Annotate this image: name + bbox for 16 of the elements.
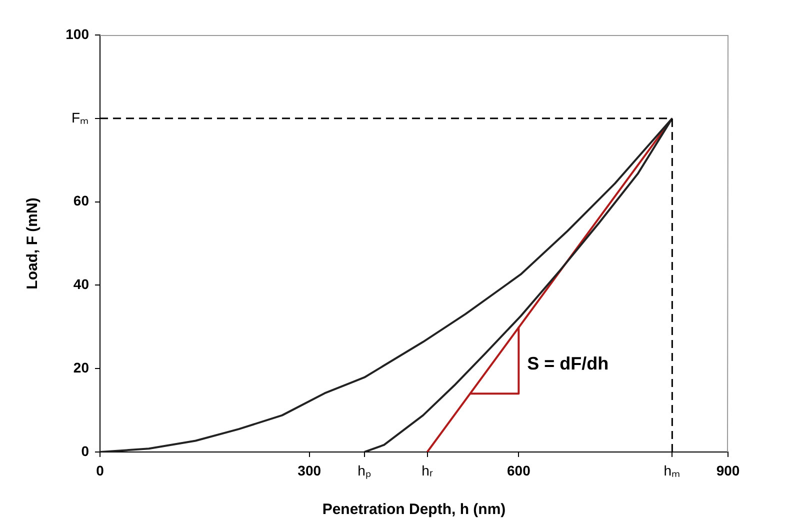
x-axis-title: Penetration Depth, h (nm): [322, 501, 506, 518]
y-tick-label: 60: [73, 192, 90, 209]
x-tick-label: 0: [96, 462, 104, 478]
x-tick-label: hₚ: [358, 462, 372, 480]
annotation: S = dF/dh: [527, 353, 609, 374]
y-tick-label: 40: [73, 276, 90, 292]
y-tick-label: 100: [66, 26, 90, 42]
y-axis-title: Load, F (mN): [24, 198, 42, 290]
x-tick-label: 300: [298, 462, 322, 478]
y-tick-label: 20: [73, 359, 90, 376]
x-tick-label: 900: [716, 462, 740, 478]
x-tick-label: 600: [506, 462, 531, 478]
y-tick-label: Fₘ: [71, 109, 89, 126]
x-tick-label: hₘ: [664, 462, 681, 478]
x-tick-label: hᵣ: [422, 462, 434, 478]
y-tick-label: 0: [81, 442, 90, 459]
